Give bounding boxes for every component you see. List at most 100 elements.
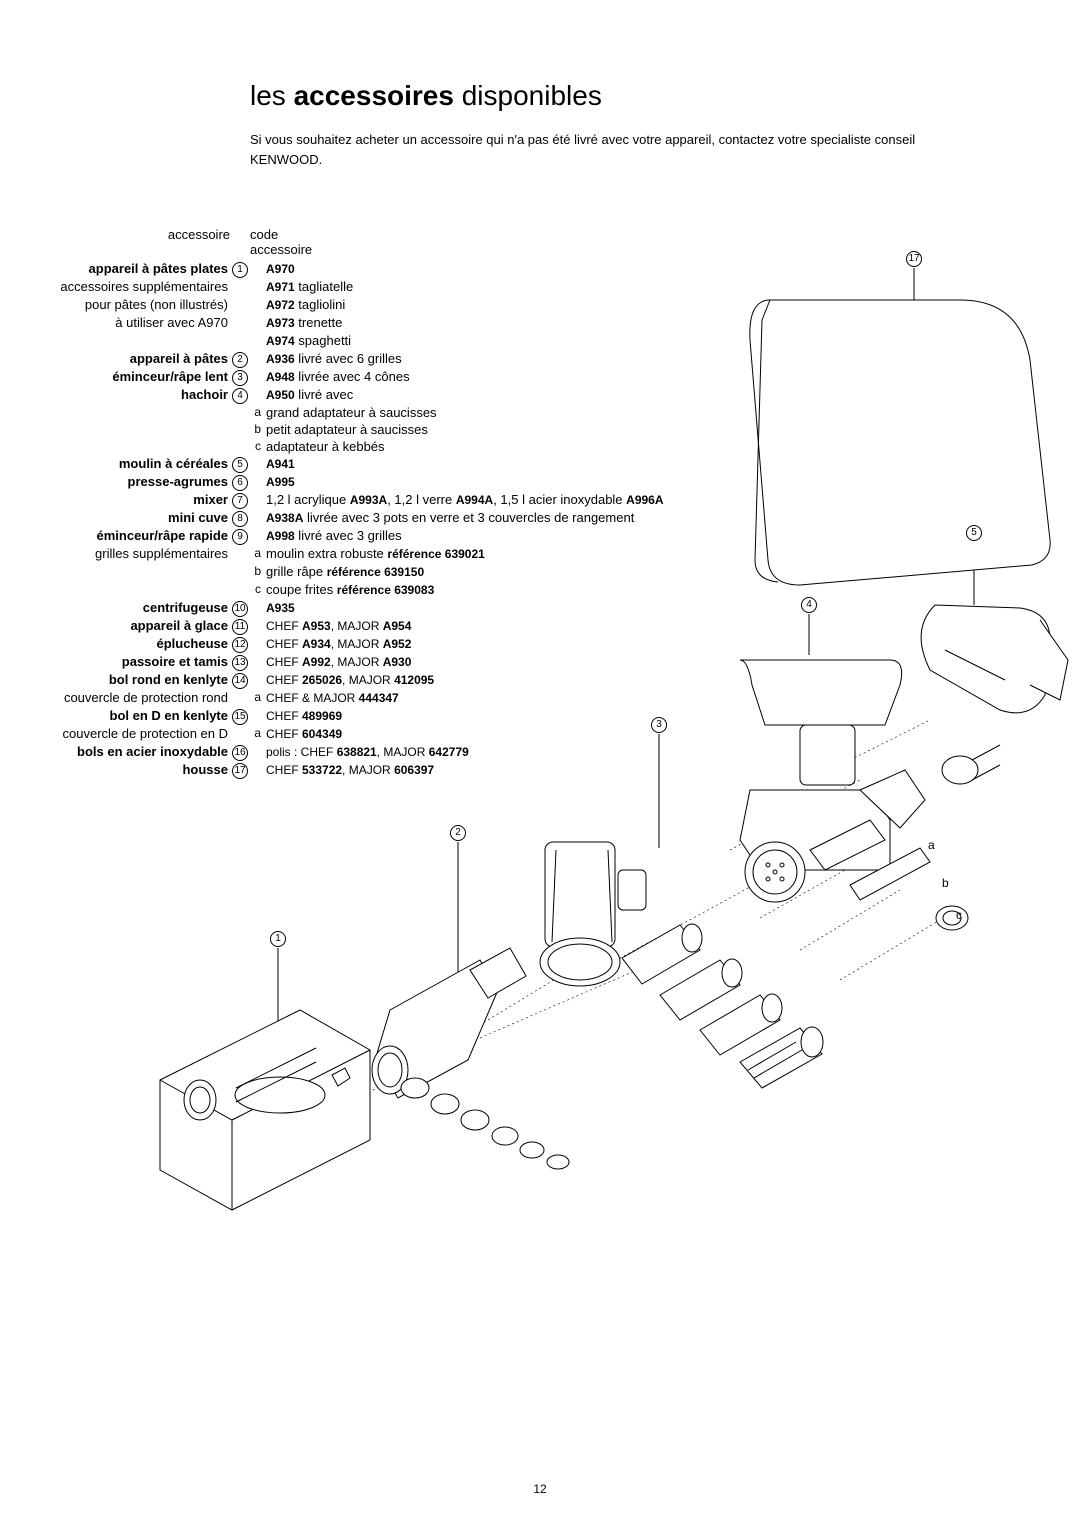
accessory-number: 4 xyxy=(230,386,250,404)
accessory-subletter: a xyxy=(250,545,264,563)
accessory-label: couvercle de protection rond xyxy=(0,689,230,707)
accessory-subletter xyxy=(250,455,264,473)
accessory-row: appareil à pâtes plates1 A970 xyxy=(0,260,760,278)
circled-number-icon: 7 xyxy=(232,493,248,509)
accessory-subletter xyxy=(250,473,264,491)
accessory-subletter xyxy=(250,350,264,368)
accessory-subletter xyxy=(250,761,264,779)
accessory-row: agrand adaptateur à saucisses xyxy=(0,404,760,421)
accessory-description: A970 xyxy=(264,260,760,278)
accessory-subletter: a xyxy=(250,689,264,707)
accessory-label: appareil à pâtes xyxy=(0,350,230,368)
accessory-subletter xyxy=(250,278,264,296)
accessory-label: appareil à glace xyxy=(0,617,230,635)
accessory-number: 3 xyxy=(230,368,250,386)
accessory-subletter xyxy=(250,491,264,509)
accessory-row: à utiliser avec A970A973 trenette xyxy=(0,314,760,332)
title-word-1: les xyxy=(250,80,286,111)
accessory-subletter xyxy=(250,332,264,350)
accessory-row: hachoir4A950 livré avec xyxy=(0,386,760,404)
accessory-row: A974 spaghetti xyxy=(0,332,760,350)
accessory-row: couvercle de protection en DaCHEF 604349 xyxy=(0,725,760,743)
accessory-label: bols en acier inoxydable xyxy=(0,743,230,761)
accessory-description: CHEF 604349 xyxy=(264,725,760,743)
accessory-subletter xyxy=(250,653,264,671)
accessory-row: pour pâtes (non illustrés)A972 tagliolin… xyxy=(0,296,760,314)
accessory-subletter xyxy=(250,599,264,617)
page-number: 12 xyxy=(0,1482,1080,1496)
diagram-part-label: b xyxy=(942,876,949,890)
accessory-row: éplucheuse12CHEF A934, MAJOR A952 xyxy=(0,635,760,653)
accessory-number xyxy=(230,438,250,455)
accessory-label: éplucheuse xyxy=(0,635,230,653)
accessory-description: CHEF 533722, MAJOR 606397 xyxy=(264,761,760,779)
accessory-row: grilles supplémentairesamoulin extra rob… xyxy=(0,545,760,563)
accessory-description: petit adaptateur à saucisses xyxy=(264,421,760,438)
circled-number-icon: 3 xyxy=(651,717,667,733)
circled-number-icon: 11 xyxy=(232,619,248,635)
accessory-label: moulin à céréales xyxy=(0,455,230,473)
accessory-subletter xyxy=(250,617,264,635)
accessory-label: éminceur/râpe lent xyxy=(0,368,230,386)
accessory-number: 15 xyxy=(230,707,250,725)
page-header: les accessoires disponibles Si vous souh… xyxy=(250,80,950,169)
accessory-number: 6 xyxy=(230,473,250,491)
circled-number-icon: 1 xyxy=(232,262,248,278)
accessory-row: passoire et tamis13CHEF A992, MAJOR A930 xyxy=(0,653,760,671)
accessory-subletter xyxy=(250,707,264,725)
accessory-description: CHEF A934, MAJOR A952 xyxy=(264,635,760,653)
circled-number-icon: 10 xyxy=(232,601,248,617)
accessory-label: pour pâtes (non illustrés) xyxy=(0,296,230,314)
accessory-label: à utiliser avec A970 xyxy=(0,314,230,332)
accessory-subletter xyxy=(250,743,264,761)
accessory-row: bpetit adaptateur à saucisses xyxy=(0,421,760,438)
accessory-row: appareil à glace11CHEF A953, MAJOR A954 xyxy=(0,617,760,635)
accessory-label: bol en D en kenlyte xyxy=(0,707,230,725)
diagram-part-label: c xyxy=(956,908,962,922)
accessory-number xyxy=(230,314,250,332)
accessory-label: housse xyxy=(0,761,230,779)
diagram-callout: 17 xyxy=(906,250,922,267)
diagram-part-label: a xyxy=(928,838,935,852)
accessory-subletter: c xyxy=(250,438,264,455)
accessory-subletter xyxy=(250,635,264,653)
title-word-3: disponibles xyxy=(462,80,602,111)
accessory-number: 17 xyxy=(230,761,250,779)
accessory-description: A950 livré avec xyxy=(264,386,760,404)
accessory-row: éminceur/râpe rapide9A998 livré avec 3 g… xyxy=(0,527,760,545)
circled-number-icon: 17 xyxy=(232,763,248,779)
accessory-label xyxy=(0,563,230,581)
accessory-label: éminceur/râpe rapide xyxy=(0,527,230,545)
circled-number-icon: 17 xyxy=(906,251,922,267)
accessory-label: grilles supplémentaires xyxy=(0,545,230,563)
accessory-number xyxy=(230,404,250,421)
accessory-list: appareil à pâtes plates1A970accessoires … xyxy=(0,260,760,779)
accessory-description: grand adaptateur à saucisses xyxy=(264,404,760,421)
circled-number-icon: 5 xyxy=(966,525,982,541)
accessory-subletter: a xyxy=(250,404,264,421)
accessory-subletter xyxy=(250,296,264,314)
accessory-number: 2 xyxy=(230,350,250,368)
accessory-number xyxy=(230,725,250,743)
accessory-description: CHEF & MAJOR 444347 xyxy=(264,689,760,707)
diagram-callout: 2 xyxy=(450,824,466,841)
accessory-row: mixer71,2 l acrylique A993A, 1,2 l verre… xyxy=(0,491,760,509)
circled-number-icon: 5 xyxy=(232,457,248,473)
circled-number-icon: 4 xyxy=(801,597,817,613)
diagram-callout: 3 xyxy=(651,716,667,733)
diagram-callout: 1 xyxy=(270,930,286,947)
accessory-number: 16 xyxy=(230,743,250,761)
diagram-callout: 4 xyxy=(801,596,817,613)
accessory-label xyxy=(0,332,230,350)
accessory-row: mini cuve8A938A livrée avec 3 pots en ve… xyxy=(0,509,760,527)
accessory-number xyxy=(230,296,250,314)
accessory-row: accessoires supplémentairesA971 tagliate… xyxy=(0,278,760,296)
accessory-row: bol en D en kenlyte15CHEF 489969 xyxy=(0,707,760,725)
circled-number-icon: 1 xyxy=(270,931,286,947)
accessory-label: accessoires supplémentaires xyxy=(0,278,230,296)
accessory-label xyxy=(0,581,230,599)
title-word-2: accessoires xyxy=(294,80,454,111)
accessory-label xyxy=(0,438,230,455)
accessory-number: 13 xyxy=(230,653,250,671)
accessory-label: appareil à pâtes plates xyxy=(0,260,230,278)
